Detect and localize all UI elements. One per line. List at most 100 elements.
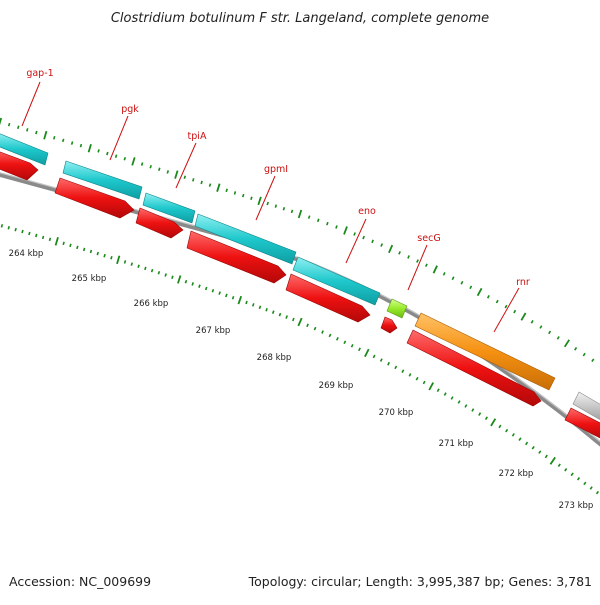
cds-arrow-tpiA[interactable]	[135, 207, 184, 239]
upper-ring-minor-tick	[326, 221, 329, 226]
upper-ring-major-tick	[216, 183, 221, 192]
genome-summary-text: Topology: circular; Length: 3,995,387 bp…	[248, 574, 592, 589]
lower-ring-minor-tick	[328, 333, 332, 338]
cds-arrow-next[interactable]	[564, 407, 600, 440]
leader-gpmI	[255, 175, 276, 221]
upper-ring-major-tick	[476, 287, 483, 297]
lower-ring-minor-tick	[387, 361, 391, 366]
upper-ring-minor-tick	[495, 299, 499, 304]
lower-ring-minor-tick	[278, 312, 282, 317]
upper-ring-major-tick	[174, 170, 179, 179]
lower-ring-minor-tick	[394, 365, 398, 370]
gene-feature-rnr[interactable]	[414, 312, 556, 391]
upper-ring-minor-tick	[316, 218, 320, 223]
cds-arrow-secG[interactable]	[380, 316, 398, 334]
kbp-label-265: 265 kbp	[72, 274, 107, 284]
lower-ring-minor-tick	[21, 229, 24, 234]
gene-label-secG: secG	[417, 233, 440, 244]
upper-ring-minor-tick	[442, 272, 446, 276]
upper-ring-minor-tick	[398, 251, 401, 255]
lower-ring-minor-tick	[595, 490, 600, 495]
gene-feature-gap-1[interactable]	[0, 133, 49, 166]
upper-ring-major-tick	[43, 130, 48, 140]
upper-ring-minor-tick	[106, 151, 109, 156]
lower-ring-minor-tick	[82, 247, 86, 252]
gene-labels: gap-1 pgk tpiA gpmI eno secG rnr	[26, 68, 530, 288]
kbp-label-264: 264 kbp	[9, 249, 44, 259]
upper-ring-minor-tick	[574, 347, 578, 351]
cds-track	[0, 149, 600, 440]
lower-ring-minor-tick	[538, 450, 542, 454]
lower-ring-minor-tick	[218, 291, 221, 295]
upper-ring-minor-tick	[35, 130, 38, 135]
cds-arrow-eno[interactable]	[285, 273, 371, 323]
upper-ring-minor-tick	[424, 263, 428, 267]
lower-ring-minor-tick	[258, 305, 262, 310]
cds-arrow-rnr[interactable]	[406, 329, 542, 407]
lower-ring-minor-tick	[150, 268, 154, 273]
upper-ring-minor-tick	[548, 330, 552, 335]
lower-ring-minor-tick	[350, 344, 354, 348]
lower-ring-minor-tick	[103, 253, 106, 258]
gene-feature-secG[interactable]	[386, 298, 408, 319]
lower-ring-minor-tick	[518, 437, 522, 441]
lower-ring-minor-tick	[265, 307, 268, 312]
kbp-label-269: 269 kbp	[319, 381, 354, 391]
lower-ring-minor-tick	[498, 424, 502, 429]
lower-ring-minor-tick	[379, 358, 383, 362]
gene-label-gpmI: gpmI	[264, 164, 288, 175]
upper-ring-minor-tick	[61, 138, 65, 143]
cds-arrow-gpmI[interactable]	[186, 230, 287, 284]
upper-ring-major-tick	[343, 226, 348, 235]
upper-ring-minor-tick	[140, 162, 144, 166]
lower-ring-minor-tick	[211, 289, 215, 293]
gene-feature-gpmI[interactable]	[194, 213, 297, 265]
lower-ring-minor-tick	[306, 323, 309, 328]
lower-ring-minor-tick	[184, 279, 188, 284]
lower-ring-minor-tick	[130, 262, 134, 266]
upper-ring-minor-tick	[17, 125, 20, 130]
gene-track	[0, 133, 600, 421]
gene-feature-tpiA[interactable]	[142, 192, 196, 224]
gene-label-pgk: pgk	[121, 104, 139, 115]
lower-ring-minor-tick	[589, 486, 593, 490]
lower-ring-minor-tick	[564, 468, 568, 472]
lower-ring-minor-tick	[408, 373, 412, 377]
upper-ring-minor-tick	[539, 325, 543, 329]
lower-ring-minor-tick	[478, 412, 482, 416]
accession-text: Accession: NC_009699	[9, 574, 151, 589]
upper-ring-minor-tick	[469, 285, 473, 290]
lower-ring-minor-tick	[372, 354, 376, 359]
lower-ring-major-tick	[364, 348, 370, 358]
cds-arrow-pgk[interactable]	[54, 177, 135, 219]
lower-ring-minor-tick	[225, 293, 228, 298]
gene-feature-pgk[interactable]	[62, 160, 143, 200]
lower-ring-minor-tick	[14, 227, 17, 232]
leader-tpiA	[175, 142, 197, 189]
lower-ring-minor-tick	[576, 477, 581, 481]
lower-ring-minor-tick	[415, 376, 419, 381]
gene-feature-eno[interactable]	[292, 256, 381, 306]
kbp-label-268: 268 kbp	[257, 353, 292, 363]
lower-ring-minor-tick	[28, 231, 31, 236]
upper-tick-ring	[0, 117, 600, 368]
lower-ring-minor-tick	[484, 416, 488, 421]
upper-ring-minor-tick	[200, 180, 203, 185]
lower-ring-minor-tick	[358, 347, 361, 352]
upper-ring-minor-tick	[504, 304, 508, 309]
upper-ring-minor-tick	[380, 243, 384, 247]
kbp-label-266: 266 kbp	[134, 299, 169, 309]
cds-arrow-gap-1[interactable]	[0, 149, 39, 181]
leader-gap-1	[21, 81, 41, 127]
map-title: Clostridium botulinum F str. Langeland, …	[111, 11, 489, 26]
lower-ring-major-tick	[549, 456, 556, 465]
leader-rnr	[493, 287, 520, 333]
upper-ring-minor-tick	[241, 193, 245, 198]
upper-ring-minor-tick	[371, 239, 374, 244]
gene-label-gap-1: gap-1	[26, 68, 53, 79]
lower-ring-major-tick	[177, 275, 182, 284]
lower-ring-minor-tick	[164, 273, 167, 277]
upper-ring-minor-tick	[158, 167, 161, 172]
